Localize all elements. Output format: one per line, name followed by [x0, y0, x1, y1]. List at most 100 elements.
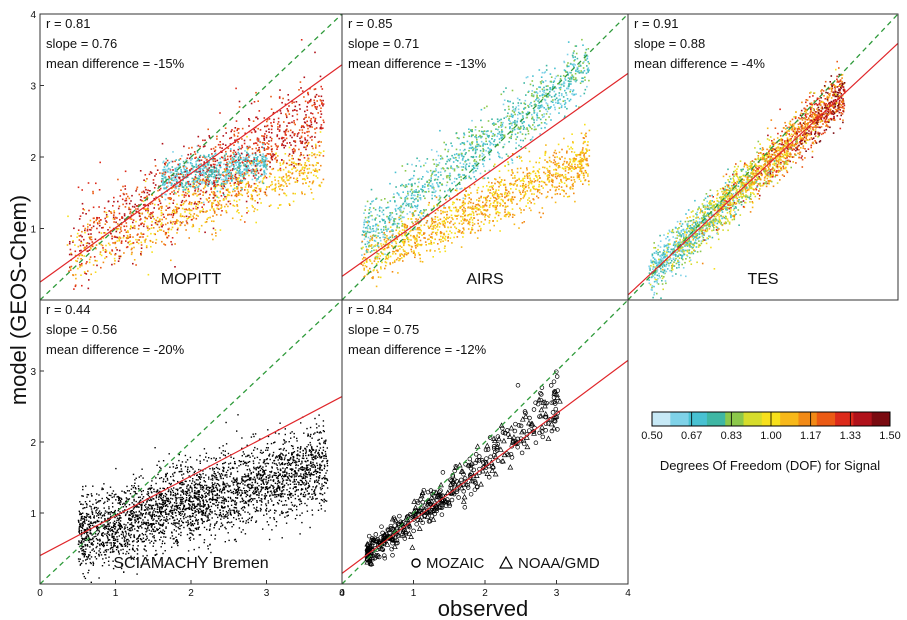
data-point	[111, 235, 113, 238]
data-point	[322, 119, 325, 122]
data-point	[79, 266, 81, 268]
data-point	[526, 116, 528, 119]
data-point	[400, 253, 403, 255]
data-point	[251, 195, 253, 197]
data-point	[140, 196, 142, 198]
data-point	[207, 201, 210, 203]
data-point	[482, 209, 485, 211]
data-point	[89, 246, 92, 249]
data-point	[464, 160, 466, 163]
data-point	[486, 199, 489, 202]
data-point	[317, 112, 319, 114]
data-point	[538, 161, 540, 164]
data-point	[164, 176, 166, 179]
data-point	[226, 178, 229, 181]
data-point	[574, 181, 576, 183]
data-point	[545, 85, 548, 87]
data-point	[502, 205, 504, 207]
data-point	[271, 168, 273, 171]
data-point	[512, 213, 514, 216]
data-point	[517, 111, 520, 114]
data-point	[235, 194, 237, 197]
data-point	[204, 176, 207, 179]
data-point	[554, 176, 557, 178]
data-point	[499, 156, 501, 159]
data-point	[255, 142, 258, 144]
data-point	[523, 221, 525, 223]
data-point	[208, 161, 210, 164]
data-point	[184, 191, 187, 194]
data-point	[482, 213, 484, 216]
data-point	[244, 150, 246, 152]
data-point	[403, 225, 406, 228]
data-point	[220, 156, 223, 158]
data-point	[555, 152, 557, 155]
data-point	[90, 273, 92, 276]
data-point	[582, 147, 584, 149]
data-point	[253, 128, 255, 131]
data-point	[529, 172, 532, 175]
data-point	[201, 206, 203, 208]
data-point	[306, 175, 308, 177]
data-point	[153, 187, 156, 189]
data-point	[227, 172, 230, 175]
data-point	[197, 165, 199, 168]
data-point	[442, 237, 444, 239]
data-point	[394, 253, 397, 255]
data-point	[255, 174, 258, 176]
data-point	[216, 181, 218, 184]
data-point	[265, 148, 268, 150]
data-point	[511, 124, 513, 127]
data-point	[180, 170, 182, 173]
data-point	[521, 122, 524, 125]
data-point	[433, 221, 435, 223]
data-point	[547, 108, 550, 110]
data-point	[186, 218, 189, 220]
data-point	[93, 256, 96, 258]
data-point	[306, 145, 308, 147]
data-point	[174, 223, 176, 225]
data-point	[272, 111, 275, 114]
data-point	[412, 213, 414, 216]
data-point	[450, 220, 452, 223]
data-point	[217, 172, 220, 174]
data-point	[375, 230, 377, 233]
data-point	[400, 205, 402, 207]
data-point	[374, 244, 377, 246]
data-point	[172, 174, 174, 176]
data-point	[544, 159, 546, 161]
data-point	[477, 165, 479, 167]
data-point	[430, 185, 433, 187]
data-point	[449, 237, 452, 239]
data-point	[123, 225, 125, 228]
data-point	[84, 272, 86, 274]
data-point	[213, 181, 216, 184]
data-point	[253, 163, 255, 166]
data-point	[455, 189, 458, 192]
data-point	[499, 205, 501, 207]
data-point	[573, 50, 575, 52]
data-point	[585, 72, 588, 75]
data-point	[104, 223, 107, 225]
data-point	[238, 147, 241, 150]
data-point	[493, 201, 495, 204]
data-point	[504, 165, 506, 167]
data-point	[399, 217, 402, 220]
data-point	[439, 129, 441, 132]
data-point	[233, 166, 235, 169]
data-point	[197, 186, 199, 188]
data-point	[405, 184, 407, 186]
data-point	[80, 274, 82, 276]
data-point	[120, 255, 122, 258]
data-point	[510, 137, 512, 140]
data-point	[162, 161, 164, 164]
data-point	[191, 168, 194, 171]
data-point	[489, 189, 492, 191]
data-point	[452, 161, 455, 163]
data-point	[149, 239, 152, 242]
data-point	[317, 162, 319, 164]
data-point	[515, 147, 517, 150]
data-point	[532, 185, 534, 188]
data-point	[443, 141, 445, 144]
data-point	[233, 133, 235, 136]
